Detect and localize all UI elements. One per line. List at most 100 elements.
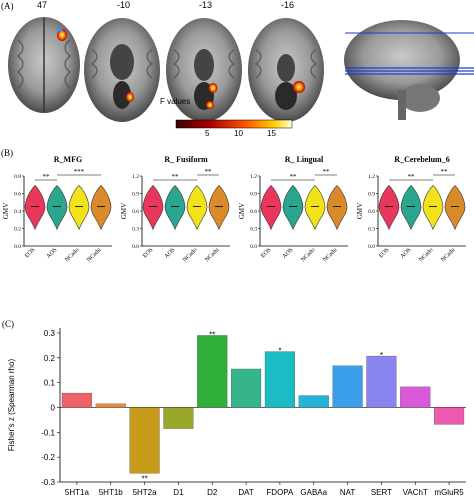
group-label: AOS <box>282 247 295 260</box>
significance-stars: ** <box>172 173 180 181</box>
x-tick-label: DAT <box>238 488 254 497</box>
group-label: EOS <box>260 247 272 259</box>
violin-ncadu <box>208 184 230 231</box>
significance-marker: ** <box>209 330 215 339</box>
y-tick-label: 0.2 <box>44 354 56 363</box>
bar-gabaa <box>298 395 329 408</box>
slice-label-4: -16 <box>281 0 295 10</box>
x-tick-label: D2 <box>207 488 218 497</box>
group-label: NCado <box>300 247 316 263</box>
group-label: AOS <box>46 247 59 260</box>
violin-plot-title: R_ Lingual <box>285 155 324 164</box>
group-label: AOS <box>164 247 177 260</box>
colorbar-title: F values <box>160 97 191 106</box>
y-axis-label: GMV <box>238 203 246 219</box>
colorbar-tick-15: 15 <box>267 129 276 138</box>
bar-vacht <box>400 386 431 408</box>
group-label: NCadu <box>86 247 102 263</box>
colorbar-tick-10: 10 <box>234 129 243 138</box>
group-label: NCadu <box>322 247 338 263</box>
y-axis-label: Fisher's z (Spearman rho) <box>7 359 16 452</box>
violin-eos <box>142 184 164 231</box>
x-tick-label: FDOPA <box>266 488 294 497</box>
x-tick-label: 5HT1b <box>99 488 124 497</box>
y-tick-label: 1.2 <box>250 174 257 180</box>
bar-d1 <box>163 407 194 429</box>
y-tick-label: -0.2 <box>41 453 55 462</box>
y-tick-label: 0.1 <box>44 379 56 388</box>
group-label: EOS <box>24 247 36 259</box>
y-tick-label: 0.3 <box>250 227 257 233</box>
violin-ncado <box>186 184 208 231</box>
significance-stars: ** <box>408 173 416 181</box>
violin-aos <box>400 184 422 231</box>
panel-c-label: (C) <box>2 319 14 329</box>
y-axis-label: GMV <box>2 203 10 219</box>
slice-label-1: 47 <box>37 0 48 10</box>
violin-ncado <box>304 184 326 231</box>
bar-d2 <box>197 335 228 408</box>
slice-label-2: -10 <box>117 0 131 10</box>
violin-plot-title: R_Cerebelum_6 <box>394 155 449 164</box>
group-label: NCadu <box>440 247 456 263</box>
y-tick-label: 0.6 <box>14 192 21 198</box>
x-tick-label: NAT <box>340 488 356 497</box>
y-tick-label: 0.0 <box>132 244 139 250</box>
y-tick-label: 0.9 <box>368 192 375 198</box>
y-tick-label: 0.2 <box>14 227 21 233</box>
violin-aos <box>46 184 68 231</box>
bar-5ht1a <box>61 392 92 408</box>
group-label: NCado <box>64 247 80 263</box>
significance-stars: *** <box>74 168 85 176</box>
significance-stars: ** <box>441 168 449 176</box>
y-tick-label: 1.2 <box>368 174 375 180</box>
y-tick-label: 0.6 <box>368 209 375 215</box>
y-axis-label: GMV <box>356 203 364 219</box>
bar-nat <box>332 365 363 408</box>
panel-b-label: (B) <box>1 148 13 158</box>
brain-slice-3 <box>166 18 242 122</box>
significance-stars: ** <box>290 173 298 181</box>
colorbar <box>175 119 293 129</box>
y-tick-label: -0.3 <box>41 478 55 487</box>
bar-mglur5 <box>434 407 465 425</box>
slice-label-3: -13 <box>199 0 213 10</box>
y-tick-label: 0.6 <box>250 209 257 215</box>
brain-slices-figure <box>8 17 474 129</box>
bar-dat <box>231 368 262 408</box>
group-label: NCado <box>418 247 434 263</box>
group-label: EOS <box>378 247 390 259</box>
sagittal-brain <box>344 20 474 120</box>
y-tick-label: 0.3 <box>132 227 139 233</box>
y-tick-label: 0.0 <box>250 244 257 250</box>
group-label: NCado <box>182 247 198 263</box>
y-tick-label: 0.3 <box>44 329 56 338</box>
violin-eos <box>378 184 400 231</box>
y-tick-label: -0.1 <box>41 428 55 437</box>
group-label: AOS <box>400 247 413 260</box>
x-tick-label: D1 <box>173 488 184 497</box>
significance-stars: ** <box>205 168 213 176</box>
bar-5ht2a <box>129 407 160 474</box>
violin-ncadu <box>444 184 466 231</box>
violin-ncadu <box>90 184 112 231</box>
y-tick-label: 0.3 <box>368 227 375 233</box>
violin-plot-title: R_MFG <box>54 155 82 164</box>
y-tick-label: 1.2 <box>132 174 139 180</box>
x-tick-label: GABAa <box>300 488 327 497</box>
group-label: EOS <box>142 247 154 259</box>
bar-chart: Fisher's z (Spearman rho) 0.3 0.2 0.1 0 -0.1 -… <box>7 328 466 497</box>
violin-eos <box>24 184 46 231</box>
x-tick-label: VAChT <box>403 488 428 497</box>
brain-slice-1 <box>8 17 80 113</box>
bar-5ht1b <box>95 403 126 408</box>
y-tick-label: 0.4 <box>14 209 21 215</box>
bar-sert <box>366 355 397 408</box>
colorbar-tick-5: 5 <box>205 129 210 138</box>
violin-ncado <box>422 184 444 231</box>
x-tick-label: SERT <box>371 488 392 497</box>
violin-ncadu <box>326 184 348 231</box>
x-tick-label: mGluR5 <box>434 488 464 497</box>
y-tick-label: 0.8 <box>14 174 21 180</box>
